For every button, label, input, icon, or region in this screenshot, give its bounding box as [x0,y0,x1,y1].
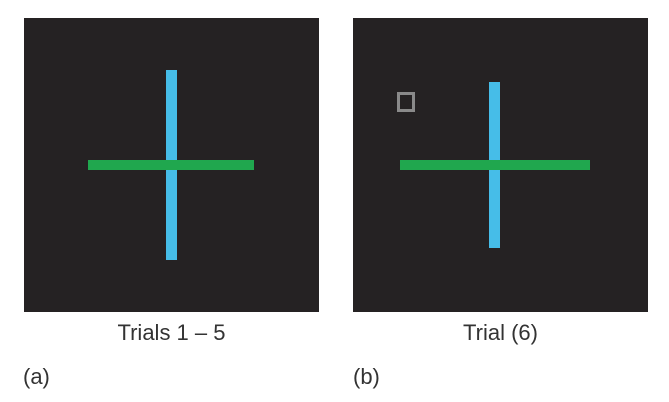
horizontal-line [400,160,590,170]
horizontal-line [88,160,254,170]
panel-a-label: (a) [23,364,50,389]
panel-b-caption: Trial (6) [463,320,538,345]
panel-b-display [353,18,648,312]
cue-square [397,92,415,112]
panel-a-display [24,18,319,312]
panel-a-caption: Trials 1 – 5 [117,320,226,345]
panel-b-label: (b) [353,364,380,389]
